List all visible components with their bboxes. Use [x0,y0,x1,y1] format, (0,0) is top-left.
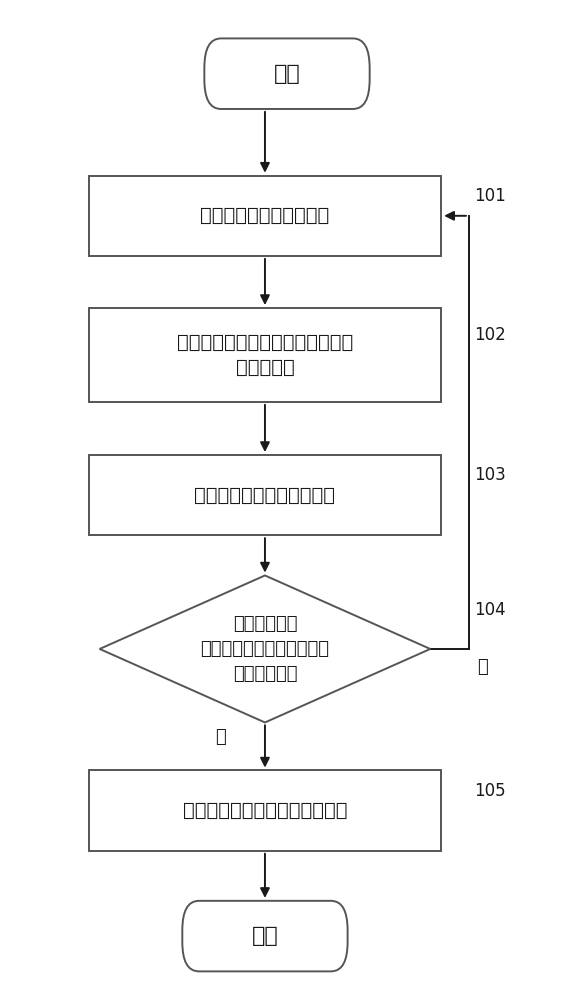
Text: 结束: 结束 [251,926,278,946]
Text: 是: 是 [215,728,226,746]
Text: 否: 否 [477,658,488,676]
FancyBboxPatch shape [204,38,370,109]
Text: 105: 105 [474,782,506,800]
FancyBboxPatch shape [88,176,441,256]
Text: 103: 103 [474,466,506,485]
FancyBboxPatch shape [183,901,348,971]
FancyBboxPatch shape [88,308,441,402]
Text: 获取所述光伏系统直流线缆中的电
流噪声信号: 获取所述光伏系统直流线缆中的电 流噪声信号 [177,333,353,377]
FancyBboxPatch shape [88,770,441,851]
Text: 开始: 开始 [274,64,300,84]
Polygon shape [100,575,430,722]
Text: 根据所述运行参数调整阈值: 根据所述运行参数调整阈值 [195,486,335,505]
FancyBboxPatch shape [88,455,441,535]
Text: 104: 104 [474,601,506,619]
Text: 采用所述阈值
判断所述电流噪声信号是否
具有电弧特征: 采用所述阈值 判断所述电流噪声信号是否 具有电弧特征 [200,615,329,683]
Text: 获取光伏系统的运行参数: 获取光伏系统的运行参数 [200,206,329,225]
Text: 102: 102 [474,326,506,344]
Text: 发出光伏系统直流电弧故障信号: 发出光伏系统直流电弧故障信号 [183,801,347,820]
Text: 101: 101 [474,187,506,205]
